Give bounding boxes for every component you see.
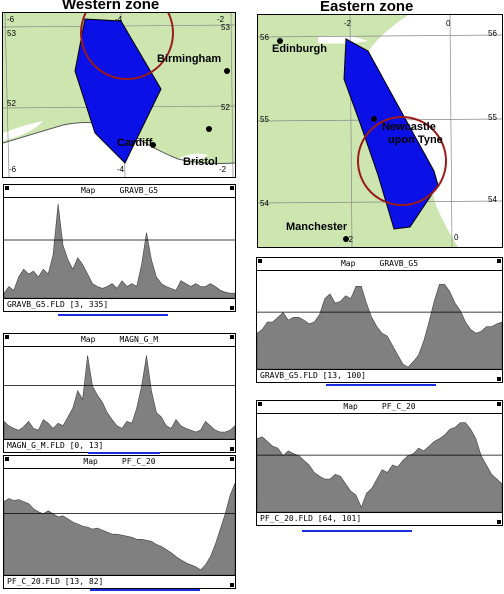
eastern-gravb-window[interactable]: Map GRAVB_G5 GRAVB_G5.FLD [13, 100]: [256, 257, 503, 383]
tick-label: -2: [219, 165, 227, 174]
scale-bar: [90, 589, 200, 591]
profile-plot: [257, 414, 502, 512]
window-handle-icon[interactable]: [5, 457, 9, 461]
window-handle-icon[interactable]: [230, 447, 234, 451]
tick-label: -2: [346, 235, 354, 244]
window-handle-icon[interactable]: [5, 335, 9, 339]
tick-label: 52: [221, 103, 230, 112]
map-label-upon-tyne: upon Tyne: [388, 134, 443, 146]
tick-label: -4: [117, 165, 125, 174]
eastern-pfc-window[interactable]: Map PF_C_20 PF_C_20.FLD [64, 101]: [256, 400, 503, 526]
western-magn-window[interactable]: Map MAGN_G_M MAGN_G_M.FLD [0, 13]: [3, 333, 236, 453]
tick-label: 54: [488, 195, 497, 204]
window-handle-icon[interactable]: [230, 457, 234, 461]
eastern-zone-title: Eastern zone: [320, 0, 414, 15]
profile-plot: [4, 198, 235, 298]
tick-label: -2: [217, 15, 225, 24]
western-pfc-window[interactable]: Map PF_C_20 PF_C_20.FLD [13, 82]: [3, 455, 236, 589]
tick-label: 0: [446, 19, 451, 28]
profile-area: [4, 483, 235, 575]
window-title: Map PF_C_20: [4, 456, 235, 469]
window-status: GRAVB_G5.FLD [13, 100]: [257, 369, 502, 382]
western-zone-title: Western zone: [62, 0, 160, 13]
window-status: MAGN_G_M.FLD [0, 13]: [4, 439, 235, 452]
tick-label: 53: [7, 29, 16, 38]
map-label-birmingham: Birmingham: [157, 53, 222, 65]
tick-label: 56: [488, 29, 497, 38]
window-handle-icon[interactable]: [497, 259, 501, 263]
window-title: Map GRAVB_G5: [4, 185, 235, 198]
window-handle-icon[interactable]: [230, 306, 234, 310]
eastern-map[interactable]: Edinburgh Newcastle upon Tyne Manchester…: [257, 14, 503, 248]
scale-bar: [326, 384, 436, 386]
scale-bar: [88, 452, 160, 454]
profile-plot: [4, 469, 235, 575]
map-label-edinburgh: Edinburgh: [272, 43, 327, 55]
tick-label: 55: [488, 113, 497, 122]
tick-label: 56: [260, 33, 269, 42]
map-label-newcastle: Newcastle: [382, 121, 436, 133]
western-map[interactable]: Birmingham Cardiff Bristol -6 -4 -2 53 5…: [2, 12, 236, 178]
profile-area: [4, 355, 235, 439]
window-handle-icon[interactable]: [5, 186, 9, 190]
window-handle-icon[interactable]: [258, 259, 262, 263]
window-handle-icon[interactable]: [497, 402, 501, 406]
map-label-manchester: Manchester: [286, 221, 348, 233]
window-status: GRAVB_G5.FLD [3, 335]: [4, 298, 235, 311]
window-handle-icon[interactable]: [230, 583, 234, 587]
tick-label: -4: [115, 15, 123, 24]
window-handle-icon[interactable]: [230, 186, 234, 190]
window-status: PF_C_20.FLD [64, 101]: [257, 512, 502, 525]
window-title: Map PF_C_20: [257, 401, 502, 414]
profile-area: [4, 203, 235, 298]
scale-bar: [58, 314, 168, 316]
scale-bar: [302, 530, 412, 532]
window-handle-icon[interactable]: [497, 377, 501, 381]
tick-label: 52: [7, 99, 16, 108]
map-label-bristol: Bristol: [183, 156, 218, 168]
profile-area: [257, 284, 502, 369]
map-label-cardiff: Cardiff: [117, 137, 153, 149]
tick-label: -2: [344, 19, 352, 28]
window-title: Map GRAVB_G5: [257, 258, 502, 271]
window-title: Map MAGN_G_M: [4, 334, 235, 347]
window-handle-icon[interactable]: [230, 335, 234, 339]
window-handle-icon[interactable]: [497, 520, 501, 524]
western-gravb-window[interactable]: Map GRAVB_G5 GRAVB_G5.FLD [3, 335]: [3, 184, 236, 312]
tick-label: -6: [9, 165, 17, 174]
tick-label: -6: [7, 15, 15, 24]
profile-plot: [257, 271, 502, 369]
tick-label: 0: [454, 233, 459, 242]
tick-label: 53: [221, 23, 230, 32]
tick-label: 55: [260, 115, 269, 124]
window-handle-icon[interactable]: [258, 402, 262, 406]
tick-label: 54: [260, 199, 269, 208]
profile-area: [257, 422, 502, 512]
window-status: PF_C_20.FLD [13, 82]: [4, 575, 235, 588]
profile-plot: [4, 347, 235, 439]
